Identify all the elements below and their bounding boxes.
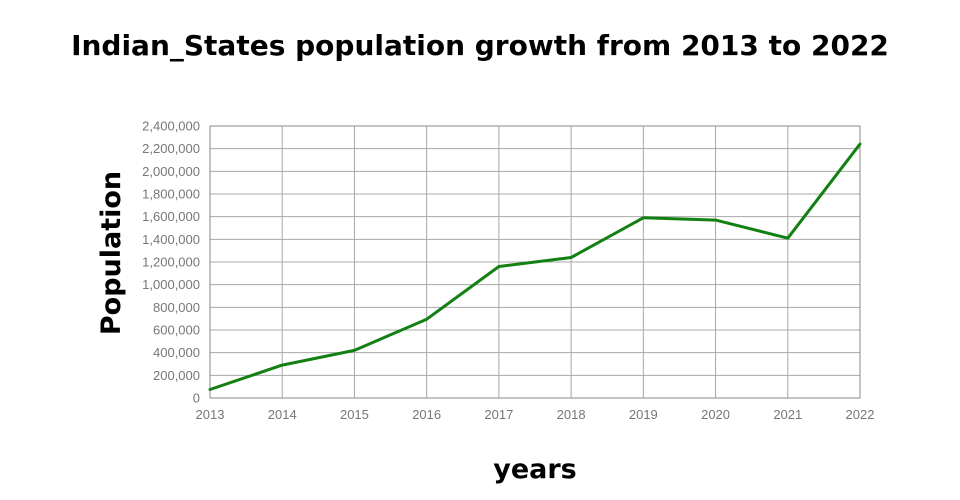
y-tick-label: 1,800,000	[142, 187, 200, 202]
x-tick-label: 2021	[773, 407, 802, 422]
series-line-population	[208, 142, 862, 391]
x-axis-ticks: 2013 2014 2015 2016 2017 2018 2019 2020 2021 2022	[196, 407, 875, 422]
y-tick-label: 2,200,000	[142, 141, 200, 156]
y-tick-label: 1,200,000	[142, 255, 200, 270]
x-tick-label: 2014	[268, 407, 297, 422]
y-axis-title: Population	[96, 171, 127, 335]
y-tick-label: 1,600,000	[142, 209, 200, 224]
x-tick-label: 2022	[846, 407, 875, 422]
chart-title: Indian_States population growth from 201…	[71, 29, 889, 62]
x-tick-label: 2019	[629, 407, 658, 422]
x-tick-label: 2013	[196, 407, 225, 422]
y-tick-label: 1,400,000	[142, 232, 200, 247]
y-tick-label: 800,000	[153, 300, 200, 315]
y-axis-ticks: 0 200,000 400,000 600,000 800,000 1,000,000 1,…	[142, 119, 200, 406]
y-tick-label: 400,000	[153, 345, 200, 360]
x-tick-label: 2017	[484, 407, 513, 422]
plot-area	[209, 125, 861, 399]
series-layer	[208, 142, 862, 391]
y-tick-label: 0	[193, 391, 200, 406]
x-axis-title: years	[493, 454, 577, 485]
x-tick-label: 2016	[412, 407, 441, 422]
x-tick-label: 2018	[557, 407, 586, 422]
x-tick-label: 2020	[701, 407, 730, 422]
y-tick-label: 2,400,000	[142, 119, 200, 134]
y-tick-label: 600,000	[153, 323, 200, 338]
y-tick-label: 200,000	[153, 368, 200, 383]
y-tick-label: 1,000,000	[142, 277, 200, 292]
y-tick-label: 2,000,000	[142, 164, 200, 179]
x-tick-label: 2015	[340, 407, 369, 422]
